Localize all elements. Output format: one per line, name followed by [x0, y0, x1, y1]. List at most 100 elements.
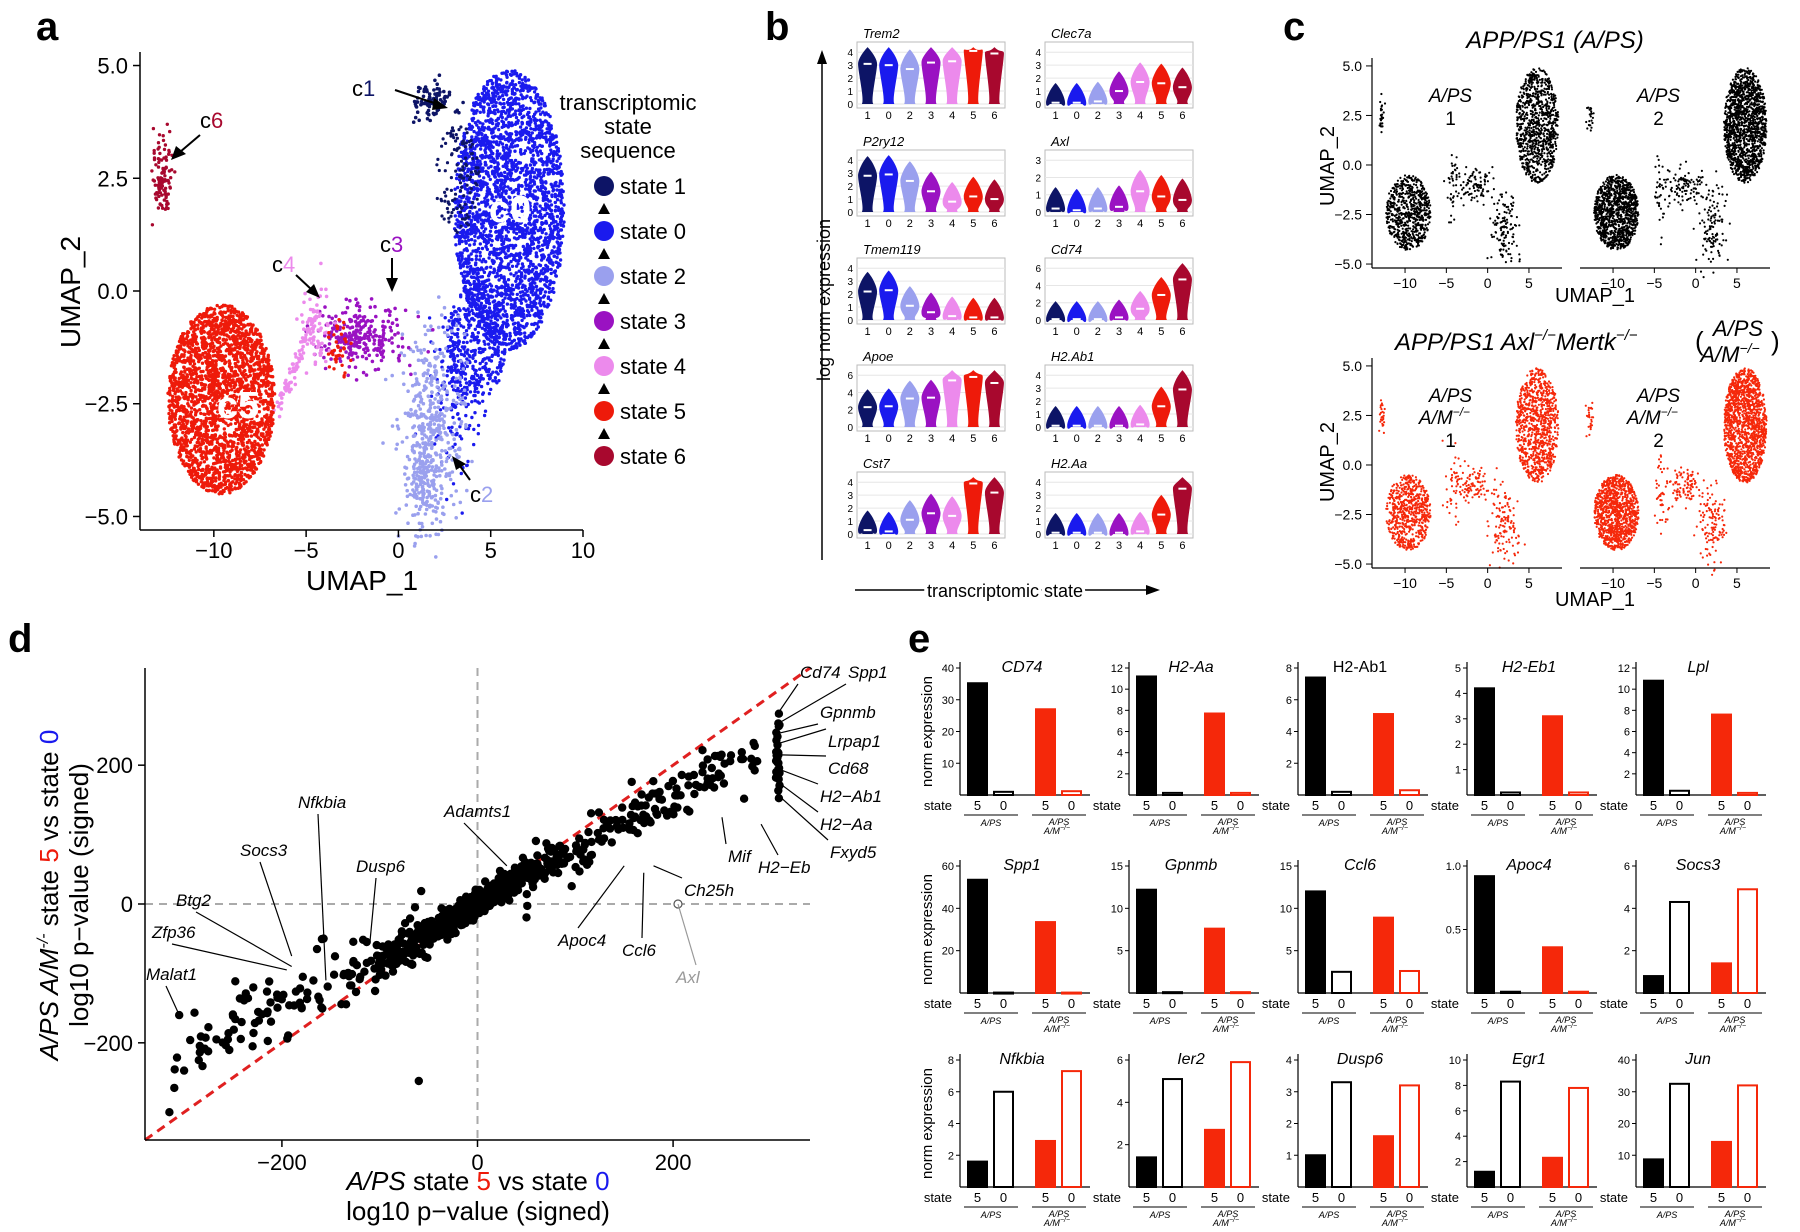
umap-points — [435, 125, 481, 234]
replicate-label-sup: −/− — [1453, 405, 1470, 419]
state-label: state — [1600, 798, 1628, 813]
state-tick-label: 0 — [1074, 110, 1080, 122]
y-tick-label: 3 — [1035, 156, 1041, 167]
y-tick-label: 3 — [1455, 714, 1461, 726]
group2-label-line1: A/PS — [1555, 1209, 1577, 1219]
panel-a: −10 −5 0 5 10 5.0 2.5 0.0 −2.5 −5.0 UMAP_1 UMAP_… — [55, 52, 696, 596]
state-tick-label: 4 — [949, 110, 955, 122]
violin — [984, 370, 1004, 427]
violin — [900, 500, 920, 534]
bar-state-label: 5 — [1312, 996, 1319, 1011]
violin — [1046, 513, 1066, 536]
group2-am: A/M — [1550, 1218, 1568, 1228]
umap-points — [304, 297, 435, 382]
y-tick-label: 4 — [847, 156, 853, 167]
state-tick-label: 6 — [991, 433, 997, 445]
bar — [1331, 1081, 1352, 1188]
group2-sup: −/− — [1060, 1023, 1070, 1030]
y-tick-label: 2 — [847, 290, 853, 301]
bar — [1500, 791, 1521, 797]
y-tick-label: 5 — [1286, 946, 1292, 958]
c6-arrow — [179, 134, 201, 153]
y-tick-label: 6 — [1035, 264, 1041, 275]
y-tick-label: 15 — [1111, 861, 1123, 873]
y-tick-label: 2 — [1035, 504, 1041, 515]
gene-leader-line — [317, 813, 327, 981]
bar-state-label: 5 — [1211, 1190, 1218, 1205]
bar — [1474, 687, 1495, 797]
y-tick-label: 2 — [1035, 299, 1041, 310]
bar — [1035, 1139, 1056, 1189]
panel-c-title-bottom: APP/PS1 Axl−/−Mertk−/− — [1393, 327, 1638, 356]
bar-state-label: 0 — [1338, 996, 1345, 1011]
c3-number: 3 — [391, 232, 403, 257]
y-tick-label: 0 — [121, 892, 133, 917]
bar-state-label: 5 — [974, 1190, 981, 1205]
group1-label: A/PS — [1487, 1210, 1509, 1220]
y-tick-label: −5.0 — [85, 504, 128, 529]
gene-label-Gpnmb: Gpnmb — [820, 703, 876, 722]
legend-title-line3: sequence — [580, 138, 675, 163]
umap-points — [276, 404, 284, 411]
replicate-label-am: A/M — [1626, 408, 1661, 429]
y-tick-label: 2 — [1455, 1157, 1461, 1169]
y-tick-label: 10 — [1280, 903, 1292, 915]
gene-title: Ccl6 — [1344, 857, 1376, 874]
group1-label: A/PS — [1149, 1210, 1171, 1220]
legend-arrow — [598, 338, 610, 349]
y-tick-label: −200 — [83, 1031, 133, 1056]
bar — [1136, 1156, 1157, 1189]
group2-sup: −/− — [1229, 1023, 1239, 1030]
umap-points — [166, 303, 277, 496]
violin — [1046, 406, 1066, 429]
title-bottom-main: APP/PS1 Axl — [1393, 329, 1535, 356]
replicate-label-line2: 1 — [1445, 109, 1456, 130]
bar-state-label: 5 — [1042, 1190, 1049, 1205]
c3-arrowhead — [386, 278, 398, 292]
bar-state-label: 0 — [1237, 798, 1244, 813]
y-tick-label: 6 — [1455, 1106, 1461, 1118]
umap-points — [293, 352, 299, 366]
bar — [1305, 1154, 1326, 1188]
bar-state-label: 5 — [1042, 996, 1049, 1011]
umap-points — [307, 329, 313, 336]
bar-state-label: 5 — [1481, 1190, 1488, 1205]
y-tick-label: 6 — [1117, 1055, 1123, 1067]
state-tick-label: 1 — [1053, 110, 1059, 122]
violin — [879, 511, 899, 535]
panel-d: −200 0 200 200 0 −200 Cd74 Spp1 Gpnmb Lrpap1 Cd68… — [34, 663, 888, 1226]
bar — [1669, 1082, 1690, 1188]
bar-state-label: 0 — [1068, 798, 1075, 813]
bar — [1331, 790, 1352, 797]
violin — [858, 510, 878, 534]
legend-items: state 1 state 0 state 2 state 3 state 4 state… — [594, 174, 686, 469]
state-tick-label: 2 — [1095, 110, 1101, 122]
y-tick-label: 2 — [1624, 769, 1630, 781]
y-tick-label: 12 — [1111, 663, 1123, 675]
bar — [1500, 1080, 1521, 1188]
violin-panel-Tmem119: Tmem119 0 1 2 3 4 1 0 2 3 4 5 6 — [847, 242, 1006, 338]
violin — [942, 370, 962, 427]
legend-arrow — [598, 248, 610, 259]
state-tick-label: 0 — [886, 326, 892, 338]
bar — [1500, 990, 1521, 994]
bar — [1162, 991, 1183, 995]
panel-a-ylabel: UMAP_2 — [55, 236, 86, 348]
bar-state-label: 0 — [1507, 1190, 1514, 1205]
bar-state-label: 5 — [1143, 996, 1150, 1011]
state-tick-label: 0 — [886, 540, 892, 552]
umap-points — [297, 347, 304, 353]
y-axis-label: norm expression — [919, 874, 936, 985]
gene-title: Jun — [1684, 1051, 1711, 1068]
gene-leader-line — [259, 861, 293, 957]
state-tick-label: 5 — [1158, 540, 1164, 552]
violin — [984, 179, 1004, 212]
violin — [921, 47, 941, 104]
title-bottom-mid: Mertk — [1556, 329, 1618, 356]
bar-state-label: 5 — [1650, 798, 1657, 813]
state-tick-label: 2 — [907, 326, 913, 338]
group2-label-line1: A/PS — [1555, 1015, 1577, 1025]
group2-sup: −/− — [1736, 1023, 1746, 1030]
